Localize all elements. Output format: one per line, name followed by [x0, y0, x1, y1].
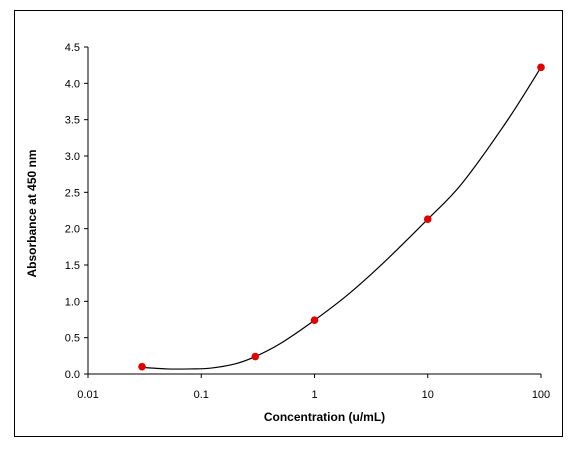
- y-axis-title: Absorbance at 450 nm: [25, 149, 39, 277]
- x-tick-label: 1: [311, 389, 317, 401]
- x-tick-label: 10: [422, 389, 434, 401]
- y-tick-label: 4.5: [65, 42, 80, 54]
- x-axis-title: Concentration (u/mL): [264, 410, 385, 424]
- y-tick-label: 3.0: [65, 151, 80, 163]
- data-points: [138, 63, 545, 371]
- x-tick-label: 100: [532, 389, 550, 401]
- data-point: [537, 63, 545, 72]
- y-tick-label: 1.5: [65, 260, 80, 272]
- y-tick-label: 4.0: [65, 78, 80, 90]
- y-tick-label: 3.5: [65, 115, 80, 127]
- data-point: [423, 215, 432, 224]
- y-tick-label: 2.5: [65, 187, 80, 199]
- y-tick-label: 0.0: [65, 369, 80, 381]
- x-tick-label: 0.01: [77, 389, 98, 401]
- chart-frame: [14, 10, 563, 437]
- data-point: [251, 352, 260, 361]
- y-tick-label: 2.0: [65, 224, 80, 236]
- y-tick-label: 1.0: [65, 296, 80, 308]
- y-tick-label: 0.5: [65, 333, 80, 345]
- y-axis-ticks: 0.0 0.5 1.0 1.5 2.0 2.5 3.0 3.5 4.0 4.5: [65, 42, 88, 381]
- data-point: [138, 362, 146, 371]
- data-point: [310, 316, 319, 325]
- fit-curve: [141, 67, 542, 370]
- x-tick-label: 0.1: [194, 389, 209, 401]
- x-axis-ticks: 0.01 0.1 1 10 100: [77, 374, 550, 401]
